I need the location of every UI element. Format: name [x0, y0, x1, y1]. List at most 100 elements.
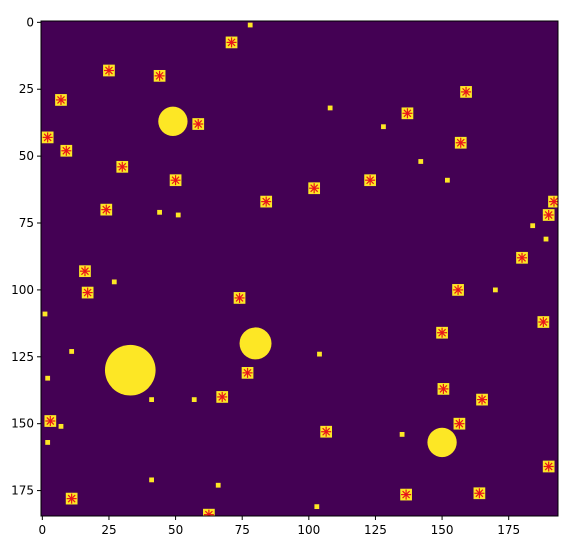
marker-stroke — [206, 510, 213, 516]
x-tick-label: 100 — [297, 523, 320, 537]
detection-marker — [537, 316, 550, 328]
detection-marker — [225, 36, 238, 49]
marker-stroke — [62, 146, 71, 155]
marker-stroke — [102, 205, 111, 214]
image-content — [41, 22, 558, 516]
detection-marker — [308, 182, 321, 195]
region-speck — [247, 22, 253, 28]
marker-stroke — [235, 293, 244, 302]
marker-stroke — [46, 417, 55, 425]
detection-marker — [460, 86, 472, 98]
region-speck — [445, 177, 450, 183]
detection-marker — [476, 393, 488, 406]
marker-stroke — [227, 38, 236, 47]
detection-marker — [65, 492, 78, 505]
detection-marker — [169, 174, 182, 187]
marker-stroke — [478, 395, 487, 404]
marker-stroke — [366, 176, 375, 185]
y-tick-label: 150 — [11, 417, 34, 431]
marker-stroke — [438, 328, 447, 337]
marker-stroke — [462, 87, 471, 96]
detection-marker — [153, 69, 166, 82]
detection-marker — [216, 391, 229, 403]
detection-marker — [103, 64, 115, 77]
detection-marker — [364, 174, 376, 187]
marker-stroke — [171, 176, 180, 185]
marker-stroke — [43, 133, 52, 142]
marker-stroke — [243, 368, 252, 377]
detection-marker — [401, 107, 414, 120]
marker-stroke — [456, 138, 465, 147]
detection-marker — [452, 284, 464, 296]
marker-stroke — [439, 384, 448, 393]
detection-marker — [116, 160, 129, 173]
region-speck — [42, 311, 48, 317]
region-blob — [239, 327, 272, 360]
detection-marker — [548, 195, 558, 208]
marker-stroke — [155, 71, 164, 80]
region-speck — [399, 431, 405, 437]
detection-marker — [60, 144, 73, 157]
region-speck — [69, 349, 75, 354]
detection-marker — [41, 131, 54, 144]
region-speck — [492, 287, 498, 293]
y-tick-label: 25 — [19, 82, 34, 96]
detection-marker — [44, 415, 57, 427]
region-speck — [215, 482, 221, 488]
region-speck — [381, 124, 386, 130]
detection-marker — [542, 209, 555, 221]
marker-stroke — [67, 494, 76, 503]
detection-marker — [454, 136, 467, 149]
marker-stroke — [218, 392, 227, 401]
region-blob — [427, 427, 457, 458]
region-speck — [58, 423, 64, 429]
region-speck — [45, 440, 51, 445]
region-speck — [111, 279, 117, 285]
x-tick-label: 175 — [497, 523, 520, 537]
detection-marker — [542, 460, 555, 473]
detection-marker — [55, 94, 67, 106]
detection-marker — [81, 286, 94, 299]
region-speck — [149, 397, 154, 403]
detection-marker — [192, 118, 205, 130]
y-tick-label: 0 — [26, 15, 34, 29]
marker-stroke — [539, 318, 548, 326]
region-speck — [191, 397, 197, 403]
marker-stroke — [544, 211, 553, 219]
marker-stroke — [262, 197, 271, 206]
x-tick-label: 125 — [364, 523, 387, 537]
marker-stroke — [403, 109, 412, 118]
marker-stroke — [81, 267, 89, 276]
x-tick-label: 0 — [39, 523, 47, 537]
detection-marker — [100, 203, 113, 216]
region-blob — [158, 106, 188, 136]
marker-stroke — [57, 95, 65, 104]
detection-marker — [320, 425, 333, 438]
region-speck — [327, 105, 333, 111]
marker-stroke — [104, 66, 113, 75]
detection-marker — [79, 265, 91, 278]
axes-frame — [40, 20, 559, 517]
detection-marker — [437, 383, 450, 395]
marker-stroke — [118, 162, 127, 171]
marker-stroke — [194, 120, 203, 128]
detection-marker — [436, 326, 448, 339]
image-background — [41, 21, 558, 516]
marker-stroke — [83, 288, 92, 297]
marker-stroke — [322, 427, 331, 436]
y-tick-label: 75 — [19, 216, 34, 230]
x-tick-label: 75 — [235, 523, 250, 537]
marker-stroke — [454, 285, 463, 294]
y-tick-label: 175 — [11, 484, 34, 498]
detection-marker — [453, 417, 466, 430]
x-tick-label: 150 — [431, 523, 454, 537]
marker-stroke — [455, 419, 464, 428]
detection-marker — [233, 292, 246, 304]
marker-stroke — [402, 490, 411, 499]
detection-marker — [516, 251, 528, 264]
detection-marker — [400, 488, 412, 501]
detection-marker — [241, 366, 254, 379]
marker-stroke — [544, 462, 553, 471]
detection-marker — [203, 508, 215, 516]
region-speck — [149, 477, 154, 483]
